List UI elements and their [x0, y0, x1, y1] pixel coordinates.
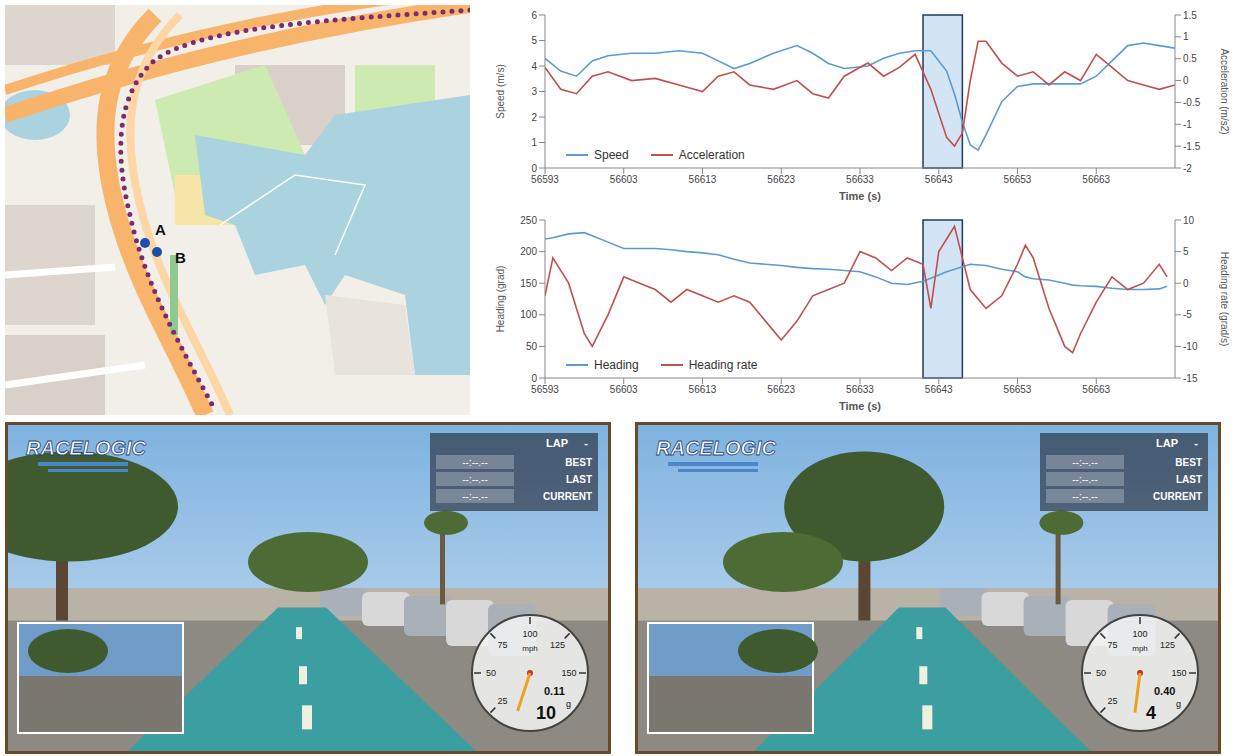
svg-text:--:--.--: --:--.--	[462, 457, 488, 468]
svg-text:150: 150	[1171, 668, 1186, 678]
svg-text:-5: -5	[1183, 309, 1192, 320]
svg-text:RACELOGIC: RACELOGIC	[26, 437, 147, 459]
svg-text:mph: mph	[522, 644, 538, 653]
svg-text:Time (s): Time (s)	[839, 190, 881, 202]
svg-text:1.5: 1.5	[1183, 10, 1197, 21]
svg-text:56663: 56663	[1082, 174, 1110, 185]
svg-text:100: 100	[522, 629, 537, 639]
svg-text:250: 250	[520, 215, 537, 226]
svg-text:10: 10	[536, 703, 556, 723]
svg-text:56623: 56623	[767, 174, 795, 185]
svg-text:Heading (grad): Heading (grad)	[495, 266, 506, 333]
svg-text:56633: 56633	[846, 384, 874, 395]
svg-text:50: 50	[526, 341, 538, 352]
svg-text:--:--.--: --:--.--	[1072, 491, 1098, 502]
svg-text:mph: mph	[1132, 644, 1148, 653]
svg-text:50: 50	[486, 668, 496, 678]
svg-text:56653: 56653	[1004, 384, 1032, 395]
svg-text:2: 2	[531, 112, 537, 123]
svg-text:-15: -15	[1183, 373, 1198, 384]
svg-text:56663: 56663	[1082, 384, 1110, 395]
svg-text:g: g	[566, 699, 571, 709]
svg-text:125: 125	[550, 640, 565, 650]
svg-text:-10: -10	[1183, 341, 1198, 352]
svg-text:-: -	[584, 437, 588, 449]
svg-text:LAP: LAP	[1156, 437, 1178, 449]
svg-text:0: 0	[531, 163, 537, 174]
html-text:Heading rate: Heading rate	[688, 358, 758, 372]
svg-text:150: 150	[520, 278, 537, 289]
svg-text:75: 75	[497, 640, 507, 650]
svg-text:BEST: BEST	[565, 457, 592, 468]
svg-text:25: 25	[1107, 696, 1117, 706]
svg-text:56653: 56653	[1004, 174, 1032, 185]
svg-text:CURRENT: CURRENT	[543, 491, 592, 502]
svg-text:100: 100	[1132, 629, 1147, 639]
svg-text:4: 4	[531, 61, 537, 72]
svg-text:A: A	[155, 221, 166, 238]
svg-text:10: 10	[1183, 215, 1195, 226]
svg-text:BEST: BEST	[1175, 457, 1202, 468]
svg-text:0.40: 0.40	[1154, 685, 1175, 697]
svg-text:0.5: 0.5	[1183, 53, 1197, 64]
svg-text:--:--.--: --:--.--	[1072, 457, 1098, 468]
svg-text:Acceleration (m/s2): Acceleration (m/s2)	[1219, 48, 1230, 134]
html-text:Heading: Heading	[594, 358, 639, 372]
svg-text:50: 50	[1096, 668, 1106, 678]
svg-text:56613: 56613	[689, 384, 717, 395]
svg-text:-0.5: -0.5	[1183, 97, 1201, 108]
svg-text:56613: 56613	[689, 174, 717, 185]
svg-text:Heading rate (grad/s): Heading rate (grad/s)	[1219, 252, 1230, 347]
svg-text:56633: 56633	[846, 174, 874, 185]
svg-text:--:--.--: --:--.--	[462, 474, 488, 485]
svg-text:0.11: 0.11	[544, 685, 565, 697]
svg-text:Time (s): Time (s)	[839, 400, 881, 412]
svg-text:LAST: LAST	[566, 474, 592, 485]
svg-text:25: 25	[497, 696, 507, 706]
svg-text:B: B	[175, 249, 186, 266]
svg-text:5: 5	[1183, 246, 1189, 257]
svg-text:4: 4	[1146, 703, 1156, 723]
svg-text:0: 0	[531, 373, 537, 384]
svg-text:0: 0	[1183, 278, 1189, 289]
svg-text:56603: 56603	[610, 174, 638, 185]
svg-text:3: 3	[531, 86, 537, 97]
svg-text:LAP: LAP	[546, 437, 568, 449]
svg-text:100: 100	[520, 309, 537, 320]
svg-text:56643: 56643	[925, 174, 953, 185]
html-text:Acceleration: Acceleration	[678, 148, 745, 162]
svg-text:-1: -1	[1183, 119, 1192, 130]
svg-text:5: 5	[531, 35, 537, 46]
svg-text:125: 125	[1160, 640, 1175, 650]
svg-text:-2: -2	[1183, 163, 1192, 174]
svg-text:RACELOGIC: RACELOGIC	[656, 437, 777, 459]
svg-text:LAST: LAST	[1176, 474, 1202, 485]
svg-text:56643: 56643	[925, 384, 953, 395]
svg-text:Speed (m/s): Speed (m/s)	[495, 64, 506, 118]
svg-text:-: -	[1194, 437, 1198, 449]
svg-text:-1.5: -1.5	[1183, 141, 1201, 152]
svg-text:0: 0	[1183, 75, 1189, 86]
html-text:Speed: Speed	[594, 148, 629, 162]
svg-text:75: 75	[1107, 640, 1117, 650]
svg-text:g: g	[1176, 699, 1181, 709]
svg-text:200: 200	[520, 246, 537, 257]
svg-text:1: 1	[1183, 31, 1189, 42]
svg-text:56593: 56593	[531, 384, 559, 395]
svg-text:56593: 56593	[531, 174, 559, 185]
svg-text:150: 150	[561, 668, 576, 678]
svg-text:1: 1	[531, 137, 537, 148]
svg-text:56603: 56603	[610, 384, 638, 395]
svg-text:6: 6	[531, 10, 537, 21]
svg-text:--:--.--: --:--.--	[1072, 474, 1098, 485]
svg-text:CURRENT: CURRENT	[1153, 491, 1202, 502]
svg-text:56623: 56623	[767, 384, 795, 395]
svg-text:--:--.--: --:--.--	[462, 491, 488, 502]
